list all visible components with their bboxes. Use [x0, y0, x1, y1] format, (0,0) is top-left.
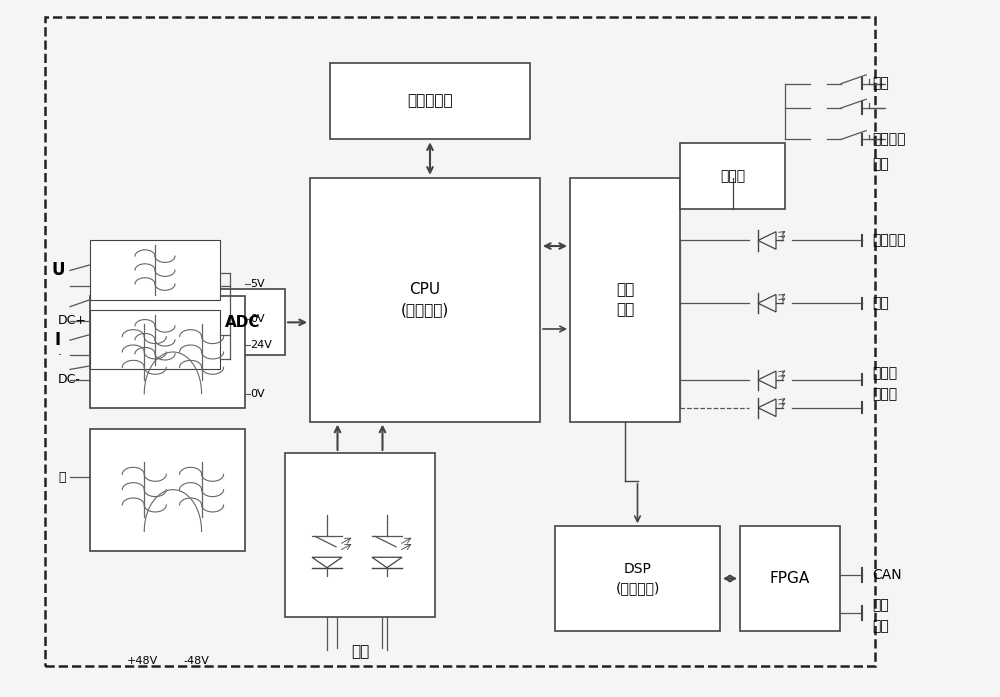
Text: CAN: CAN	[872, 568, 902, 582]
Text: CPU
(管理单元): CPU (管理单元)	[401, 282, 449, 317]
Text: 0V: 0V	[250, 314, 265, 323]
Text: 5V: 5V	[250, 279, 265, 289]
Text: 正常运行: 正常运行	[872, 233, 906, 247]
Text: 前面板: 前面板	[872, 366, 897, 380]
Text: I: I	[55, 331, 61, 349]
Text: 地: 地	[58, 471, 66, 484]
Text: DSP
(逻辑单元): DSP (逻辑单元)	[615, 562, 660, 595]
Text: 脉冲: 脉冲	[872, 619, 889, 633]
Text: 跳闸: 跳闸	[872, 157, 889, 171]
Text: 输出
阵列: 输出 阵列	[616, 282, 634, 317]
FancyBboxPatch shape	[90, 240, 220, 300]
Text: 告警: 告警	[872, 296, 889, 310]
Text: 信号: 信号	[872, 77, 889, 91]
Text: DC+: DC+	[58, 314, 87, 327]
Text: 0V: 0V	[250, 389, 265, 399]
FancyBboxPatch shape	[285, 453, 435, 617]
FancyBboxPatch shape	[90, 310, 220, 369]
Text: 液晶和键盘: 液晶和键盘	[407, 93, 453, 109]
FancyBboxPatch shape	[310, 178, 540, 422]
Text: +48V: +48V	[126, 656, 158, 666]
Text: ·: ·	[58, 349, 62, 362]
Text: DC-: DC-	[58, 374, 81, 386]
FancyBboxPatch shape	[90, 429, 245, 551]
FancyBboxPatch shape	[555, 526, 720, 631]
Text: FPGA: FPGA	[770, 571, 810, 586]
FancyBboxPatch shape	[200, 289, 285, 355]
Text: U: U	[51, 261, 65, 279]
Text: 控制: 控制	[872, 598, 889, 612]
FancyBboxPatch shape	[740, 526, 840, 631]
Text: -48V: -48V	[183, 656, 209, 666]
Text: 事件记录: 事件记录	[872, 132, 906, 146]
FancyBboxPatch shape	[330, 63, 530, 139]
FancyBboxPatch shape	[90, 296, 245, 408]
FancyBboxPatch shape	[570, 178, 680, 422]
Text: ADC: ADC	[225, 315, 260, 330]
Text: 24V: 24V	[250, 340, 272, 350]
Text: 指示灯: 指示灯	[872, 387, 897, 401]
Text: 开入: 开入	[351, 644, 369, 659]
FancyBboxPatch shape	[680, 143, 785, 209]
Text: 继电器: 继电器	[720, 169, 745, 183]
